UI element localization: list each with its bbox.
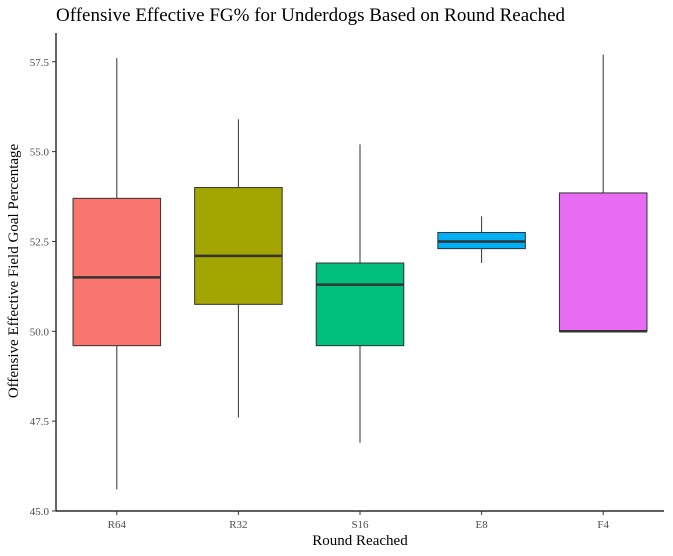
- box-group-f4: [558, 54, 648, 333]
- x-tick-label: R64: [108, 519, 127, 531]
- y-axis-title: Offensive Effective Field Goal Percentag…: [6, 143, 22, 398]
- x-tick-label: F4: [597, 519, 609, 531]
- iqr-box: [72, 197, 162, 347]
- x-tick-label: R32: [229, 519, 247, 531]
- y-tick-label: 50.0: [30, 326, 50, 338]
- box-group-s16: [315, 144, 405, 443]
- y-axis-ticks: 45.0 47.5 50.0 52.5 55.0 57.5: [30, 57, 56, 518]
- box-group-e8: [437, 216, 526, 264]
- plot-area: [72, 54, 648, 490]
- x-tick-label: S16: [351, 519, 369, 531]
- chart-title: Offensive Effective FG% for Underdogs Ba…: [56, 5, 566, 26]
- iqr-box: [194, 187, 283, 305]
- y-tick-label: 52.5: [30, 236, 50, 248]
- iqr-box: [558, 192, 648, 332]
- x-axis-title: Round Reached: [312, 533, 408, 549]
- y-tick-label: 47.5: [30, 416, 50, 428]
- x-axis-ticks: R64 R32 S16 E8 F4: [108, 511, 610, 531]
- y-tick-label: 45.0: [30, 506, 50, 518]
- y-tick-label: 55.0: [30, 147, 50, 159]
- y-tick-label: 57.5: [30, 57, 50, 69]
- iqr-box: [315, 262, 405, 347]
- box-group-r32: [194, 119, 283, 418]
- box-group-r64: [72, 58, 162, 490]
- x-tick-label: E8: [475, 519, 488, 531]
